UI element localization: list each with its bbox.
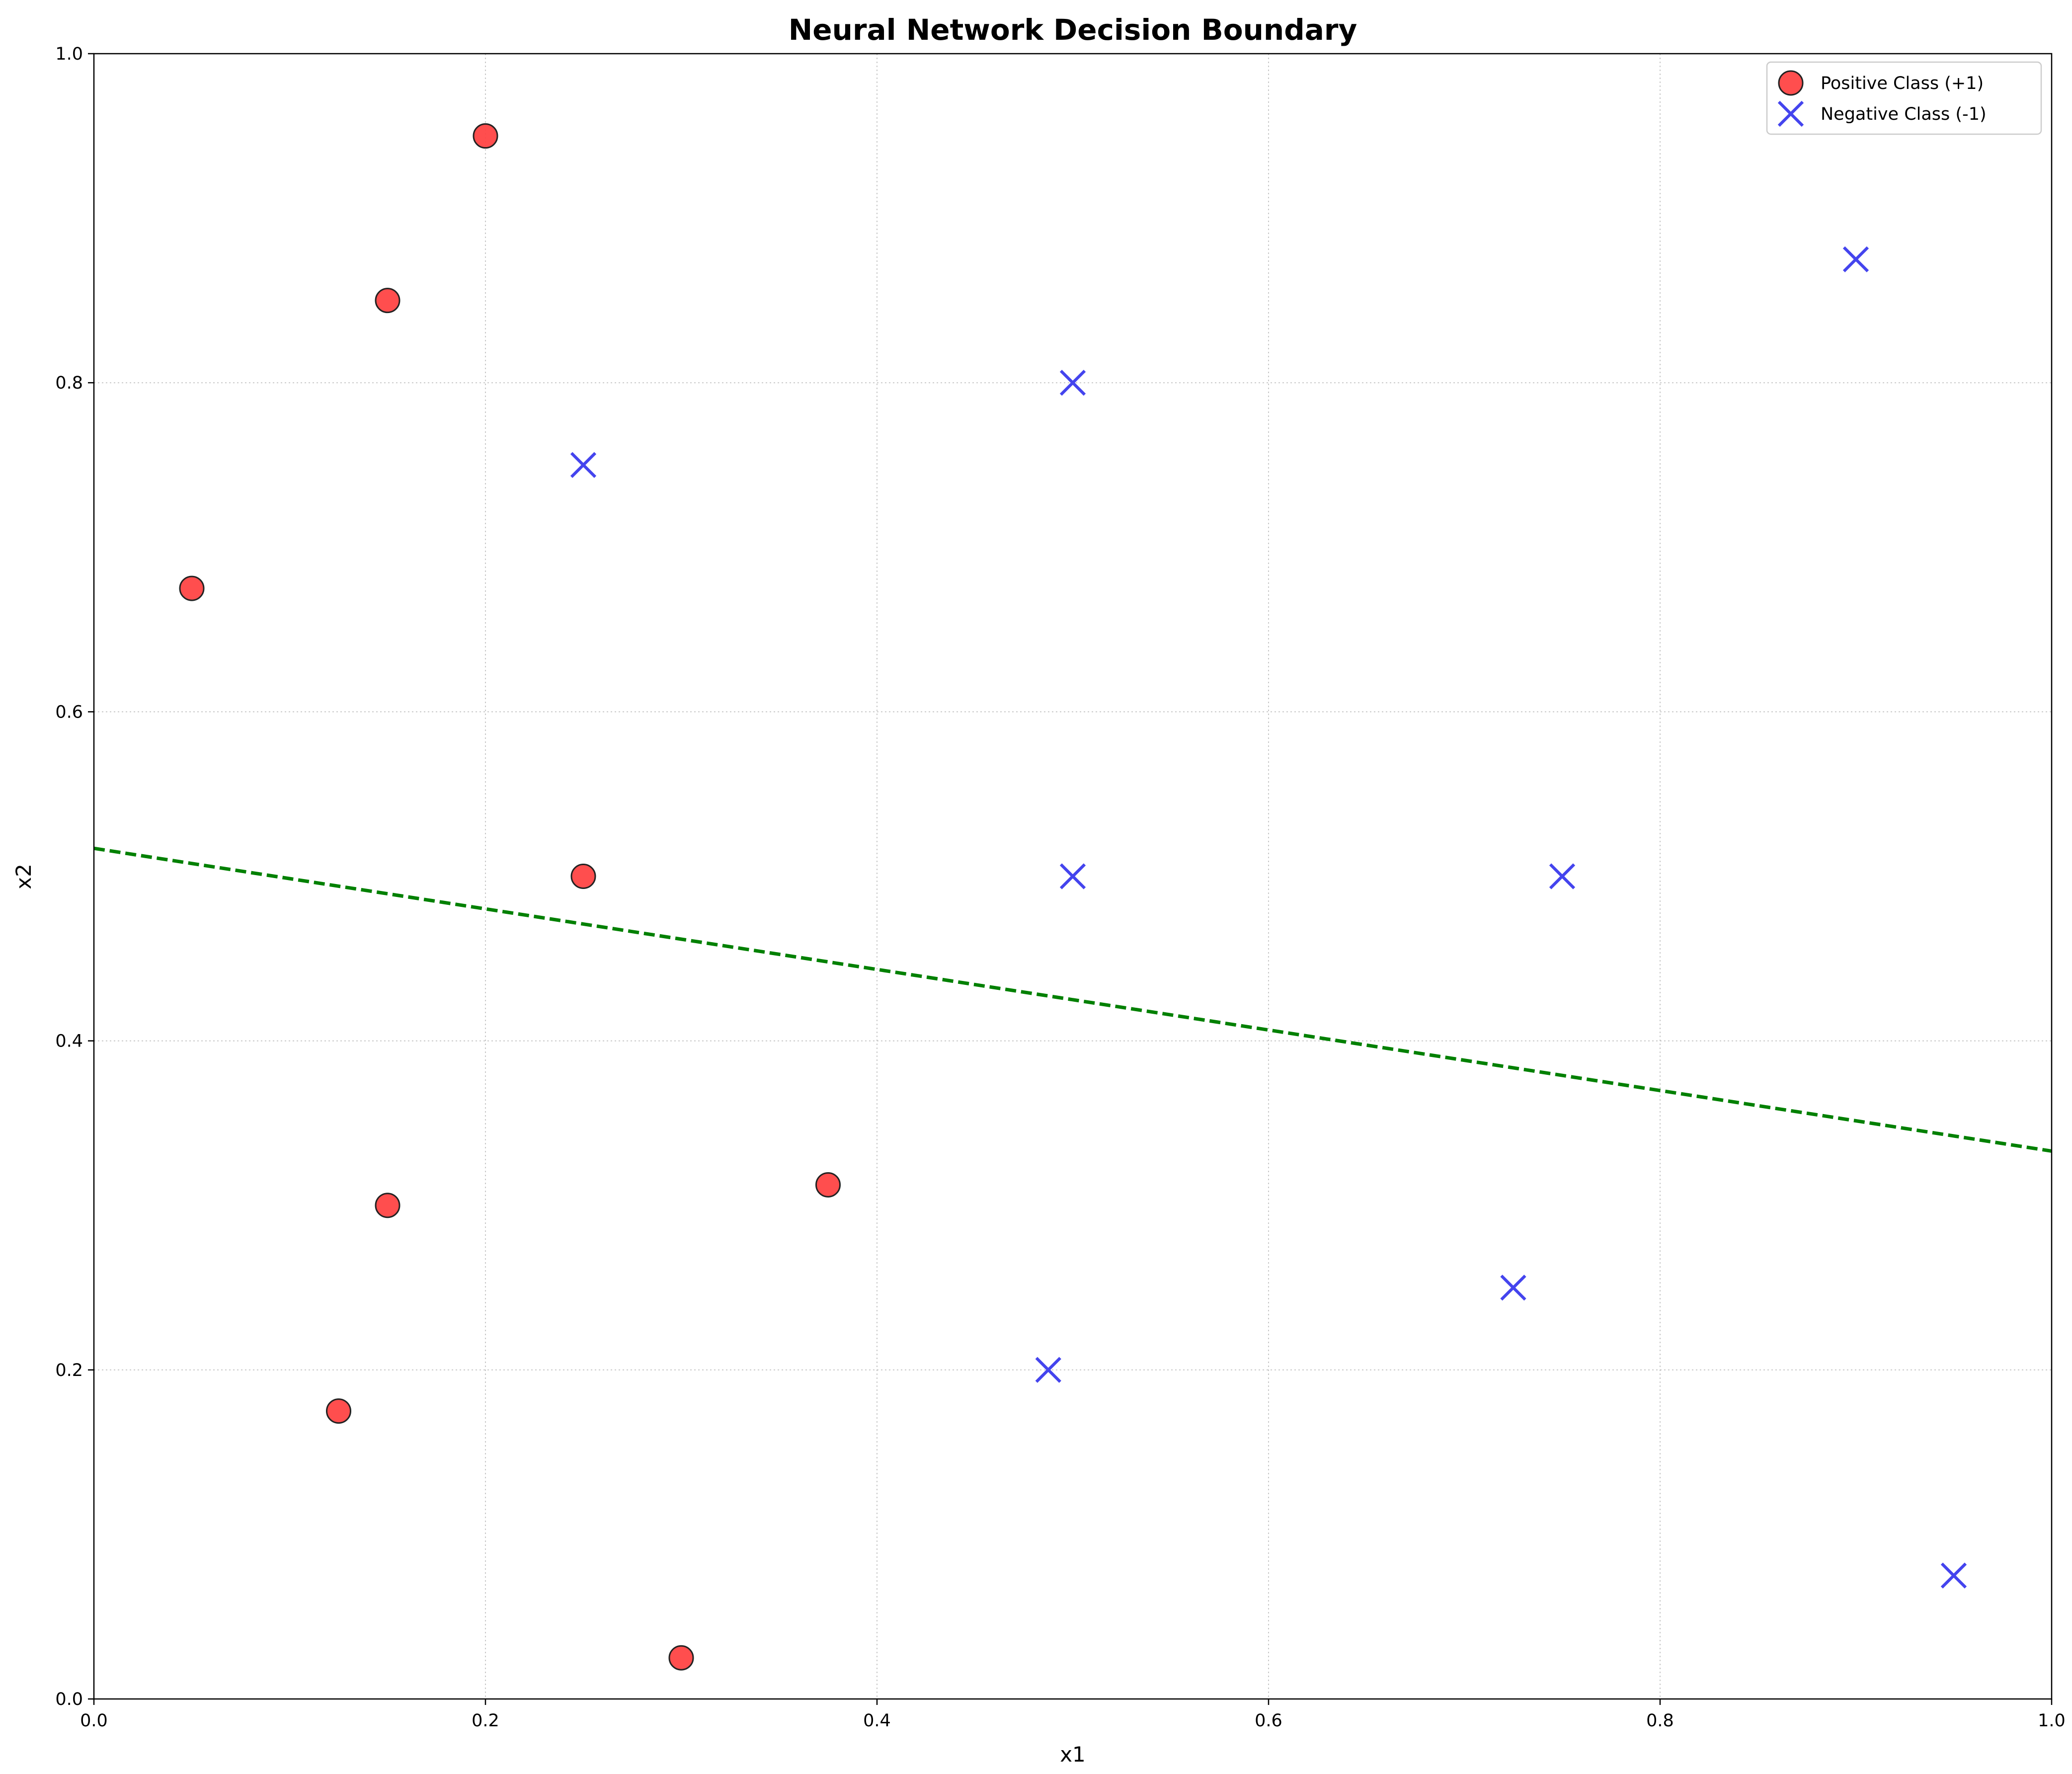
- legend-box: [1766, 61, 2042, 135]
- x-marker-stroke: [1500, 1275, 1526, 1301]
- positive-point: [570, 864, 596, 889]
- x-marker-stroke: [1059, 863, 1086, 889]
- decision-boundary-line: [93, 846, 2052, 1153]
- chart-title: Neural Network Decision Boundary: [789, 13, 1357, 47]
- legend-marker-positive: [1778, 70, 1804, 96]
- x-tick-label: 0.2: [472, 1711, 499, 1731]
- x-tick-label: 0.6: [1255, 1711, 1282, 1731]
- plot-area-frame: [93, 53, 2053, 1700]
- negative-point: [1059, 370, 1086, 396]
- y-axis-label: x2: [11, 864, 36, 889]
- x-tick-label: 1.0: [2038, 1711, 2066, 1731]
- x-marker-stroke: [1549, 863, 1576, 889]
- legend-label: Negative Class (-1): [1821, 104, 1987, 124]
- x-axis-label: x1: [1060, 1742, 1086, 1767]
- negative-point: [1549, 863, 1576, 889]
- positive-point: [668, 1645, 694, 1671]
- positive-point: [815, 1172, 841, 1198]
- x-tick-label: 0.4: [863, 1711, 891, 1731]
- negative-point: [1059, 863, 1086, 889]
- y-tick-label: 0.6: [55, 702, 83, 722]
- decision-boundary-group: [93, 846, 2052, 1153]
- positive-point: [473, 123, 498, 149]
- x-marker-stroke: [1940, 1562, 1967, 1589]
- legend-marker-negative: [1777, 100, 1804, 127]
- y-tick-label: 0.4: [55, 1032, 83, 1051]
- x-marker-stroke: [1035, 1357, 1061, 1383]
- x-marker-stroke: [1059, 370, 1086, 396]
- legend: Positive Class (+1) Negative Class (-1): [1766, 61, 2042, 135]
- x-tick-label: 0.8: [1646, 1711, 1674, 1731]
- data-points: [179, 123, 1967, 1671]
- negative-point: [1035, 1357, 1061, 1383]
- positive-point: [375, 1193, 400, 1218]
- negative-point: [570, 452, 597, 478]
- x-marker-stroke: [570, 452, 597, 478]
- y-tick-label: 1.0: [55, 44, 83, 64]
- positive-point: [375, 288, 400, 314]
- positive-point: [179, 575, 205, 601]
- y-tick-label: 0.2: [55, 1361, 83, 1380]
- axis-ticks: 0.0 0.2 0.4 0.6 0.8 1.0 0.0 0.2 0.4 0.6 0.8 1.0: [55, 44, 2066, 1731]
- x-tick-label: 0.0: [80, 1711, 108, 1731]
- negative-point: [1842, 246, 1869, 272]
- negative-point: [1500, 1275, 1526, 1301]
- positive-point: [326, 1398, 351, 1424]
- x-marker-stroke: [1777, 100, 1804, 127]
- legend-label: Positive Class (+1): [1821, 74, 1984, 93]
- y-tick-label: 0.0: [55, 1690, 83, 1709]
- x-marker-stroke: [1842, 246, 1869, 272]
- negative-point: [1940, 1562, 1967, 1589]
- y-tick-label: 0.8: [55, 373, 83, 393]
